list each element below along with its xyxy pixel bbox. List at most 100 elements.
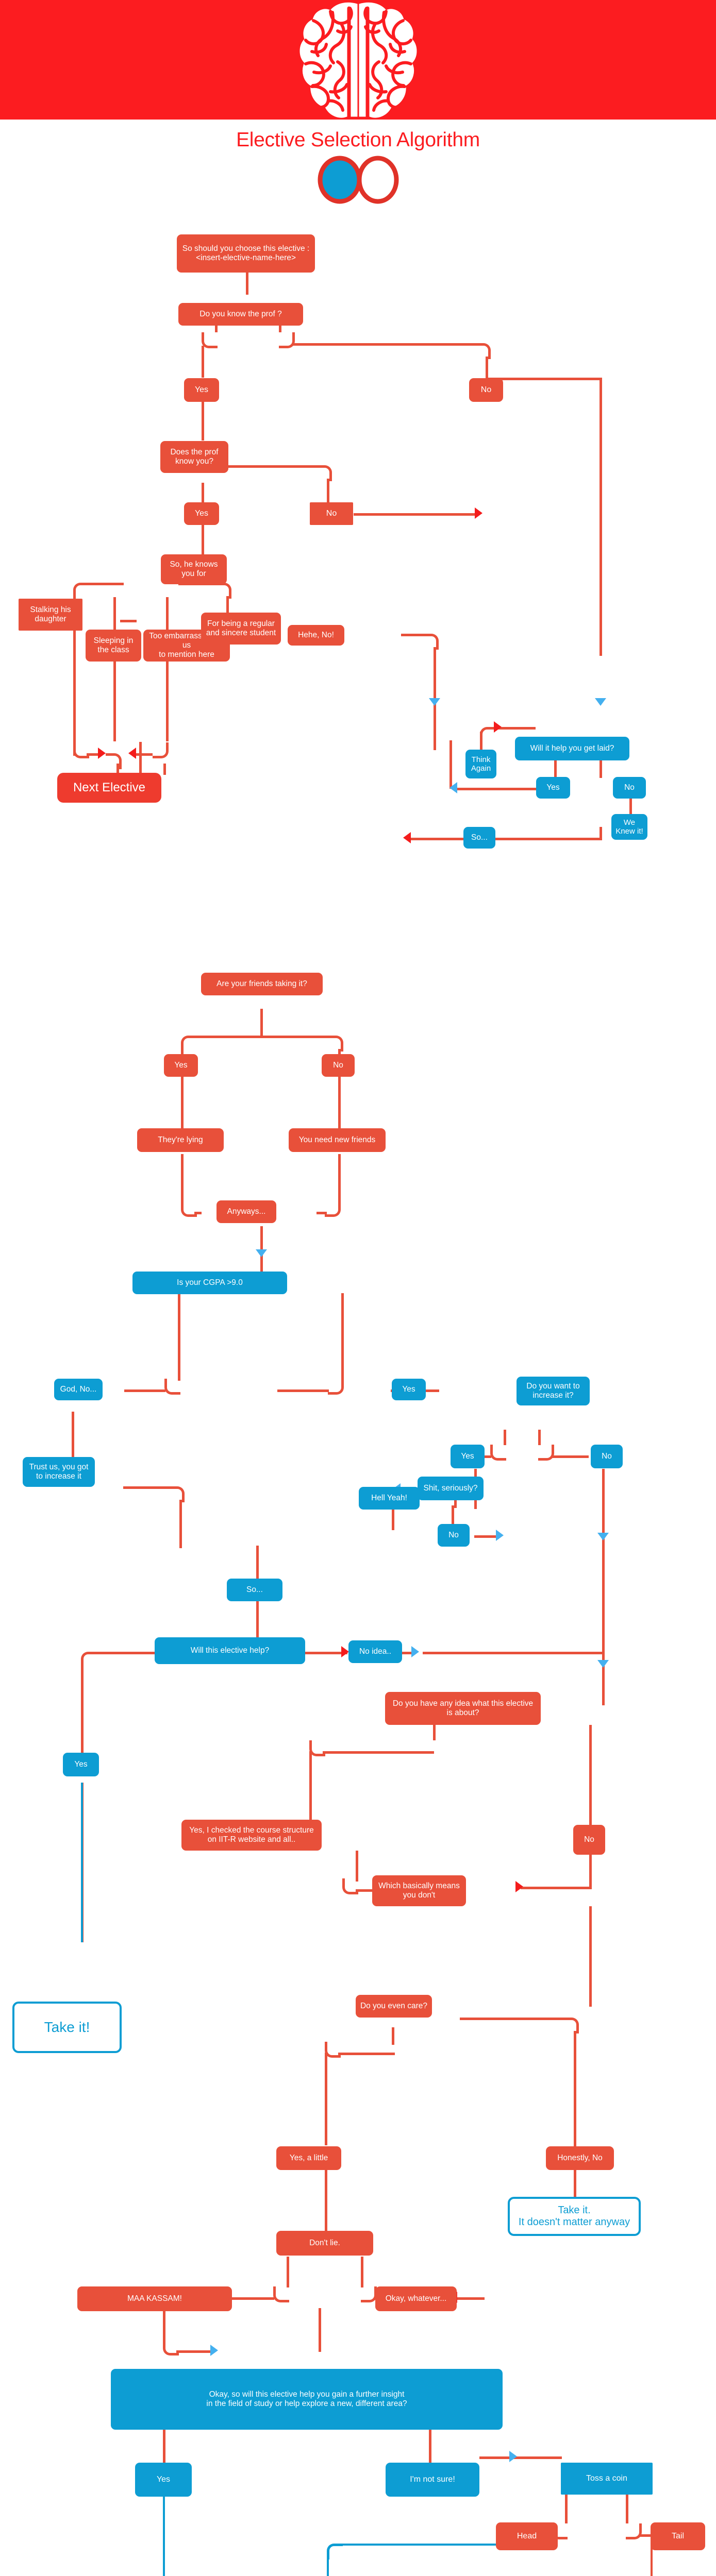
connector — [316, 465, 332, 481]
connector — [163, 764, 166, 775]
node-cgpa[interactable]: Is your CGPA >9.0 — [132, 1272, 287, 1294]
page-title: Elective Selection Algorithm — [236, 129, 480, 151]
node-think-again-text: Think Again — [471, 755, 491, 773]
node-know-prof[interactable]: Do you know the prof ? — [178, 303, 303, 326]
line1: Yes, I checked the course structure — [189, 1826, 314, 1835]
node-know-prof-yes[interactable]: Yes — [184, 378, 219, 402]
node-checked-course-text: Yes, I checked the course structure on I… — [189, 1826, 314, 1844]
brain-icon — [281, 0, 436, 120]
connector — [338, 2053, 395, 2055]
connector — [479, 2456, 562, 2459]
connector — [72, 1412, 74, 1457]
connector — [215, 583, 231, 599]
node-know-prof-no[interactable]: No — [469, 378, 503, 402]
node-laid-no[interactable]: No — [613, 777, 646, 799]
node-any-idea-text: Do you have any idea what this elective … — [393, 1699, 533, 1718]
node-not-sure[interactable]: I'm not sure! — [386, 2463, 479, 2497]
line1: Think — [471, 755, 491, 764]
connector — [163, 2429, 165, 2463]
node-shit-seriously[interactable]: Shit, seriously? — [418, 1477, 484, 1500]
node-we-knew-it[interactable]: We Knew it! — [611, 814, 647, 840]
node-knows-you-for[interactable]: So, he knows you for — [161, 554, 227, 584]
node-head[interactable]: Head — [496, 2522, 558, 2550]
node-hehe-no[interactable]: Hehe, No! — [288, 625, 344, 646]
node-stalking[interactable]: Stalking his daughter — [19, 599, 82, 631]
node-trust-us[interactable]: Trust us, you got to increase it — [23, 1457, 95, 1487]
node-start[interactable]: So should you choose this elective : <in… — [177, 234, 315, 273]
connector — [504, 1430, 506, 1445]
node-any-idea[interactable]: Do you have any idea what this elective … — [385, 1692, 541, 1725]
node-maa-kassam[interactable]: MAA KASSAM! — [77, 2286, 232, 2311]
connector — [124, 1389, 165, 1392]
connector — [354, 513, 475, 516]
node-need-new-friends[interactable]: You need new friends — [289, 1128, 386, 1152]
node-so-1[interactable]: So... — [463, 827, 495, 849]
node-want-increase[interactable]: Do you want to increase it? — [517, 1377, 590, 1405]
node-god-no[interactable]: God, No... — [54, 1379, 103, 1400]
connector — [602, 1551, 605, 1587]
node-shit-no[interactable]: No — [438, 1524, 470, 1547]
node-sleeping[interactable]: Sleeping in the class — [86, 630, 141, 662]
node-idea-no[interactable]: No — [573, 1825, 605, 1855]
node-cgpa-yes[interactable]: Yes — [392, 1379, 426, 1400]
connector — [325, 2053, 327, 2145]
node-okay-whatever[interactable]: Okay, whatever... — [375, 2286, 457, 2311]
connector — [449, 740, 452, 789]
connector — [341, 1293, 344, 1381]
node-take-it-1[interactable]: Take it! — [12, 2002, 122, 2053]
node-no-idea[interactable]: No idea.. — [348, 1640, 402, 1663]
node-hell-yeah[interactable]: Hell Yeah! — [359, 1487, 420, 1510]
node-theyre-lying[interactable]: They're lying — [137, 1128, 224, 1152]
node-anyways[interactable]: Anyways... — [217, 1200, 276, 1223]
connector — [454, 788, 536, 790]
arrow-icon — [597, 1533, 609, 1540]
node-care-little[interactable]: Yes, a little — [276, 2146, 341, 2170]
node-regular-student[interactable]: For being a regular and sincere student — [201, 613, 281, 645]
node-start-line2: <insert-elective-name-here> — [196, 253, 296, 262]
node-think-again[interactable]: Think Again — [465, 750, 496, 778]
node-take-it-2[interactable]: Take it. It doesn't matter anyway — [508, 2197, 641, 2236]
node-care-no[interactable]: Honestly, No — [546, 2146, 614, 2170]
node-help-yes[interactable]: Yes — [63, 1753, 99, 1776]
node-tail[interactable]: Tail — [651, 2522, 705, 2550]
node-toss-coin[interactable]: Toss a coin — [561, 2463, 653, 2495]
node-checked-course[interactable]: Yes, I checked the course structure on I… — [181, 1820, 322, 1851]
node-dont-lie[interactable]: Don't lie. — [276, 2231, 373, 2256]
connector — [279, 332, 295, 348]
node-final-question[interactable]: Okay, so will this elective help you gai… — [111, 2369, 503, 2430]
connector — [493, 727, 536, 730]
node-prof-knows-yes[interactable]: Yes — [184, 502, 219, 525]
node-prof-knows-no[interactable]: No — [310, 502, 353, 525]
connector — [163, 2495, 165, 2576]
node-increase-no[interactable]: No — [591, 1445, 623, 1468]
node-prof-knows[interactable]: Does the prof know you? — [160, 441, 228, 473]
line2: to increase it — [36, 1472, 81, 1481]
node-friends-no[interactable]: No — [322, 1054, 355, 1077]
node-prof-knows-text: Does the prof know you? — [170, 448, 218, 466]
connector — [181, 1154, 184, 1206]
node-final-yes[interactable]: Yes — [135, 2463, 192, 2497]
node-we-knew-it-text: We Knew it! — [615, 818, 643, 836]
node-next-elective-1[interactable]: Next Elective — [57, 773, 161, 803]
node-increase-yes[interactable]: Yes — [451, 1445, 485, 1468]
node-friends-taking[interactable]: Are your friends taking it? — [201, 973, 323, 995]
node-get-laid[interactable]: Will it help you get laid? — [515, 737, 629, 760]
connector — [651, 2545, 653, 2576]
line2: on IIT-R website and all.. — [207, 1835, 296, 1844]
node-even-care[interactable]: Do you even care? — [356, 1995, 432, 2018]
node-laid-yes[interactable]: Yes — [536, 777, 570, 799]
connector — [202, 524, 204, 555]
arrow-icon — [595, 698, 606, 706]
line1: Take it. — [558, 2205, 591, 2216]
node-basically-means[interactable]: Which basically means you don't — [372, 1875, 466, 1906]
connector — [181, 1049, 184, 1054]
connector — [327, 2544, 343, 2560]
node-elective-help[interactable]: Will this elective help? — [155, 1637, 305, 1664]
connector — [552, 1455, 589, 1458]
node-friends-yes[interactable]: Yes — [164, 1054, 198, 1077]
arrow-icon — [411, 1646, 419, 1657]
connector — [454, 2297, 485, 2300]
node-want-increase-text: Do you want to increase it? — [526, 1382, 579, 1400]
connector — [166, 662, 169, 741]
node-so-2[interactable]: So... — [227, 1579, 282, 1601]
